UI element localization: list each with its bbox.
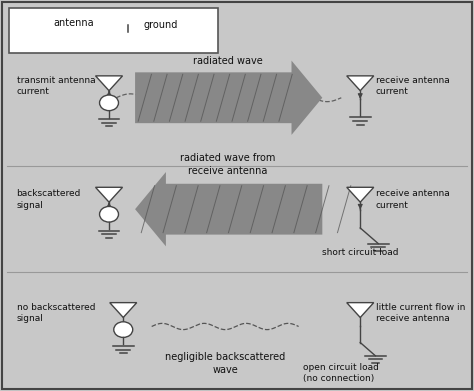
Polygon shape [96,187,122,202]
Text: antenna: antenna [54,18,94,29]
Bar [9,8,218,53]
Text: radiated wave: radiated wave [192,56,263,66]
Polygon shape [346,76,374,91]
Polygon shape [346,187,374,202]
Polygon shape [110,303,137,317]
Polygon shape [96,76,122,91]
Text: no backscattered
signal: no backscattered signal [17,303,95,323]
Text: transmit antenna
current: transmit antenna current [17,76,95,96]
Text: radiated wave from
receive antenna: radiated wave from receive antenna [180,153,275,176]
Circle shape [100,95,118,111]
Text: backscattered
signal: backscattered signal [17,189,81,210]
Text: ground: ground [143,20,178,30]
Text: receive antenna
current: receive antenna current [376,189,450,210]
Text: receive antenna
current: receive antenna current [376,76,450,96]
Text: little current flow in
receive antenna: little current flow in receive antenna [376,303,465,323]
Circle shape [100,206,118,222]
Text: open circuit load
(no connection): open circuit load (no connection) [303,363,379,383]
FancyArrow shape [135,172,322,246]
FancyArrow shape [135,61,322,135]
Polygon shape [346,303,374,317]
Text: short circuit load: short circuit load [322,248,399,257]
Circle shape [114,322,133,337]
Polygon shape [25,20,46,31]
Text: negligible backscattered
wave: negligible backscattered wave [165,352,285,375]
